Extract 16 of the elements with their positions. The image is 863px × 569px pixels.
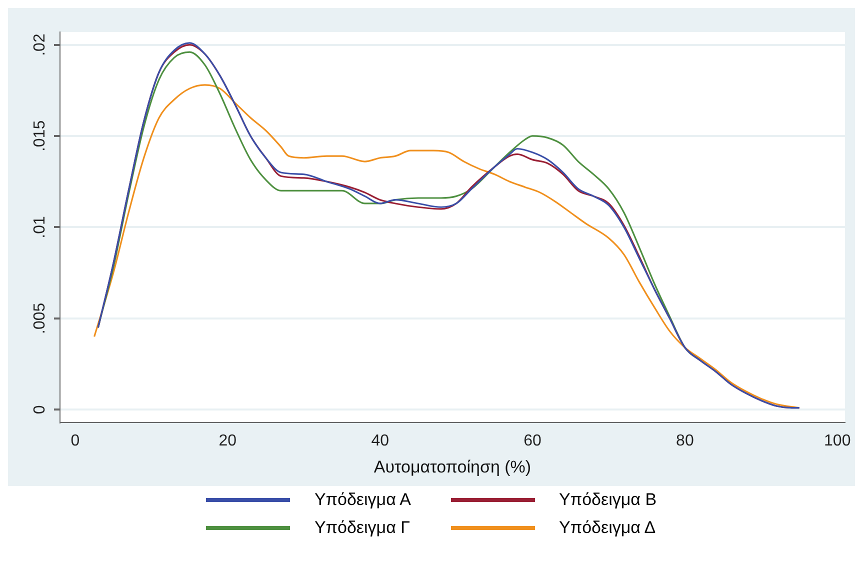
y-tick-label: .005	[31, 302, 48, 334]
y-tick-label: .02	[31, 34, 48, 56]
x-tick-label: 80	[676, 432, 694, 450]
x-tick-label: 40	[371, 432, 390, 450]
y-tick-label: 0	[31, 405, 48, 414]
x-tick-label: 100	[824, 432, 851, 450]
legend-label: Υπόδειγμα Β	[559, 490, 657, 510]
y-tick-label: .01	[31, 216, 48, 238]
x-tick-label: 0	[70, 432, 80, 450]
x-axis-title: Αυτοματοποίηση (%)	[374, 457, 532, 476]
x-tick-label: 60	[524, 432, 542, 450]
y-tick-label: .015	[31, 120, 48, 152]
x-tick-label: 20	[218, 432, 237, 450]
legend-label: Υπόδειγμα Γ	[314, 518, 410, 538]
legend-label: Υπόδειγμα Δ	[559, 518, 656, 538]
legend-label: Υπόδειγμα Α	[314, 490, 412, 510]
